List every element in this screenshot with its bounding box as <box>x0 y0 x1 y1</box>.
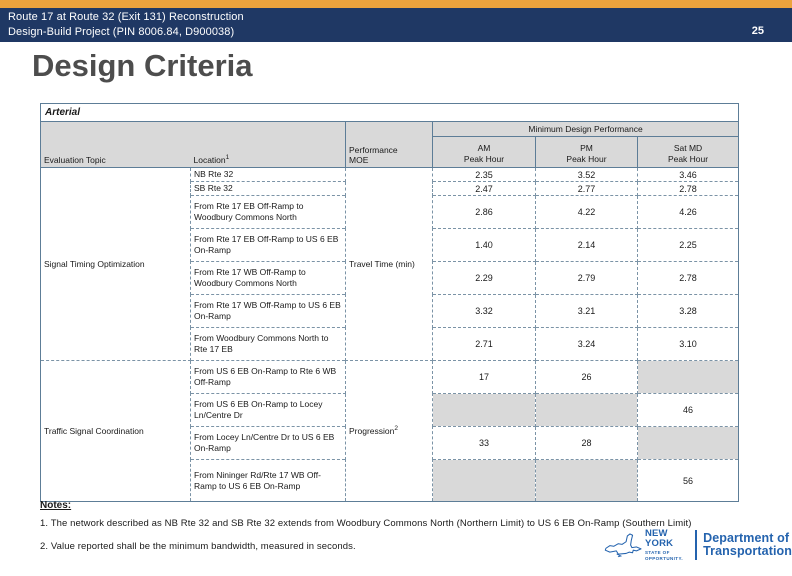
location-cell: SB Rte 32 <box>190 181 346 196</box>
nysdot-logo: NEW YORK STATE OF OPPORTUNITY. Departmen… <box>604 527 792 563</box>
am-value-cell: 2.29 <box>432 261 536 295</box>
location-cell: From Rte 17 WB Off-Ramp to US 6 EB On-Ra… <box>190 294 346 328</box>
pm-value-cell: 2.14 <box>535 228 638 262</box>
location-cell: From Woodbury Commons North to Rte 17 EB <box>190 327 346 361</box>
table-row: From Rte 17 EB Off-Ramp to Woodbury Comm… <box>41 195 740 229</box>
table-row: From Rte 17 WB Off-Ramp to Woodbury Comm… <box>41 261 740 295</box>
logo-dept-line2: Transportation <box>703 544 792 558</box>
table-row: Signal Timing Optimization NB Rte 32 Tra… <box>40 167 740 361</box>
note-item: 2. Value reported shall be the minimum b… <box>40 541 356 552</box>
logo-tagline-line1: STATE OF <box>644 549 670 555</box>
logo-divider <box>695 530 698 560</box>
ny-state-icon <box>604 533 642 558</box>
logo-newyork-text: NEW YORK <box>644 528 674 549</box>
project-title-line2: Design-Build Project (PIN 8006.84, D9000… <box>8 26 235 38</box>
location-cell: From Locey Ln/Centre Dr to US 6 EB On-Ra… <box>190 426 346 460</box>
satmd-value-cell: 3.28 <box>636 294 740 328</box>
satmd-value-cell: 3.46 <box>636 167 740 182</box>
pm-value-cell: 28 <box>535 426 638 460</box>
table-row: From Rte 17 EB Off-Ramp to US 6 EB On-Ra… <box>41 228 740 262</box>
location-cell: From US 6 EB On-Ramp to Rte 6 WB Off-Ram… <box>190 360 346 394</box>
location-cell: From US 6 EB On-Ramp to Locey Ln/Centre … <box>190 393 346 427</box>
evaluation-topic-cell: Traffic Signal Coordination <box>40 360 191 502</box>
logo-tagline-line2: OPPORTUNITY. <box>644 556 684 561</box>
col-header-satmd-peak: Sat MD Peak Hour <box>636 136 740 168</box>
location-cell: From Rte 17 EB Off-Ramp to Woodbury Comm… <box>190 195 346 229</box>
satmd-value-cell: 4.26 <box>636 195 740 229</box>
am-value-cell: 33 <box>432 426 536 460</box>
table-row: From Locey Ln/Centre Dr to US 6 EB On-Ra… <box>41 426 740 460</box>
am-value-cell: 2.71 <box>432 327 536 361</box>
project-title-line1: Route 17 at Route 32 (Exit 131) Reconstr… <box>8 11 244 23</box>
pm-value-cell: 2.77 <box>535 181 638 196</box>
col-header-min-design-performance: Minimum Design Performance <box>431 121 740 137</box>
col-header-pm-peak: PM Peak Hour <box>535 136 638 168</box>
col-header-evaluation-topic: Evaluation Topic <box>40 121 191 168</box>
pm-value-cell: 2.79 <box>535 261 638 295</box>
slide-header: Route 17 at Route 32 (Exit 131) Reconstr… <box>0 8 792 42</box>
location-cell: From Rte 17 WB Off-Ramp to Woodbury Comm… <box>190 261 346 295</box>
page-number: 25 <box>751 25 764 37</box>
am-value-cell: 3.32 <box>432 294 536 328</box>
satmd-value-cell: 3.10 <box>636 327 740 361</box>
logo-dept-text: Department of Transportation <box>703 532 792 558</box>
am-value-cell: 17 <box>432 360 536 394</box>
col-header-am-peak: AM Peak Hour <box>432 136 536 168</box>
satmd-value-cell: 2.78 <box>636 181 740 196</box>
pm-value-cell: 3.21 <box>535 294 638 328</box>
satmd-value-cell: 2.78 <box>636 261 740 295</box>
table-header-row-sub: AM Peak Hour PM Peak Hour Sat MD Peak Ho… <box>41 136 740 168</box>
table-row: Traffic Signal Coordination From US 6 EB… <box>40 360 740 502</box>
am-value-cell: 2.86 <box>432 195 536 229</box>
pm-value-cell: 3.24 <box>535 327 638 361</box>
am-value-cell: 1.40 <box>432 228 536 262</box>
am-value-cell: 2.35 <box>432 167 536 182</box>
top-accent-bar <box>0 0 792 8</box>
table-row: SB Rte 32 2.47 2.77 2.78 <box>41 181 740 196</box>
table-header-row-top: Evaluation Topic Location1 Performance M… <box>40 121 740 168</box>
pm-value-cell: 26 <box>535 360 638 394</box>
notes-heading: Notes: <box>40 500 72 511</box>
col-header-performance-moe: Performance MOE <box>345 121 433 168</box>
satmd-value-cell: 56 <box>636 459 740 502</box>
satmd-value-cell: 46 <box>636 393 740 427</box>
am-value-cell: 2.47 <box>432 181 536 196</box>
project-title: Route 17 at Route 32 (Exit 131) Reconstr… <box>8 10 244 40</box>
location-cell: From Rte 17 EB Off-Ramp to US 6 EB On-Ra… <box>190 228 346 262</box>
pm-value-cell <box>535 459 638 502</box>
page-title: Design Criteria <box>32 48 253 83</box>
notes-section: Notes: 1. The network described as NB Rt… <box>40 500 691 564</box>
satmd-value-cell: 2.25 <box>636 228 740 262</box>
am-value-cell <box>432 393 536 427</box>
pm-value-cell <box>535 393 638 427</box>
location-cell: NB Rte 32 <box>190 167 346 182</box>
note-item: 1. The network described as NB Rte 32 an… <box>40 518 692 529</box>
pm-value-cell: 3.52 <box>535 167 638 182</box>
evaluation-topic-cell: Signal Timing Optimization <box>40 167 191 361</box>
location-cell: From Nininger Rd/Rte 17 WB Off-Ramp to U… <box>190 459 346 502</box>
col-header-location: Location1 <box>190 121 346 168</box>
table-section-row: Arterial <box>39 103 740 122</box>
table-section-title: Arterial <box>39 103 740 122</box>
pm-value-cell: 4.22 <box>535 195 638 229</box>
moe-cell: Progression2 <box>345 360 433 502</box>
satmd-value-cell <box>636 360 740 394</box>
moe-cell: Travel Time (min) <box>345 167 433 361</box>
am-value-cell <box>432 459 536 502</box>
table-row: From Nininger Rd/Rte 17 WB Off-Ramp to U… <box>41 459 740 502</box>
logo-dept-line1: Department of <box>703 531 790 545</box>
table-row: From Rte 17 WB Off-Ramp to US 6 EB On-Ra… <box>41 294 740 328</box>
design-criteria-table: Arterial Evaluation Topic Location1 Perf… <box>39 103 740 502</box>
logo-newyork-lockup: NEW YORK STATE OF OPPORTUNITY. <box>645 529 690 561</box>
satmd-value-cell <box>636 426 740 460</box>
